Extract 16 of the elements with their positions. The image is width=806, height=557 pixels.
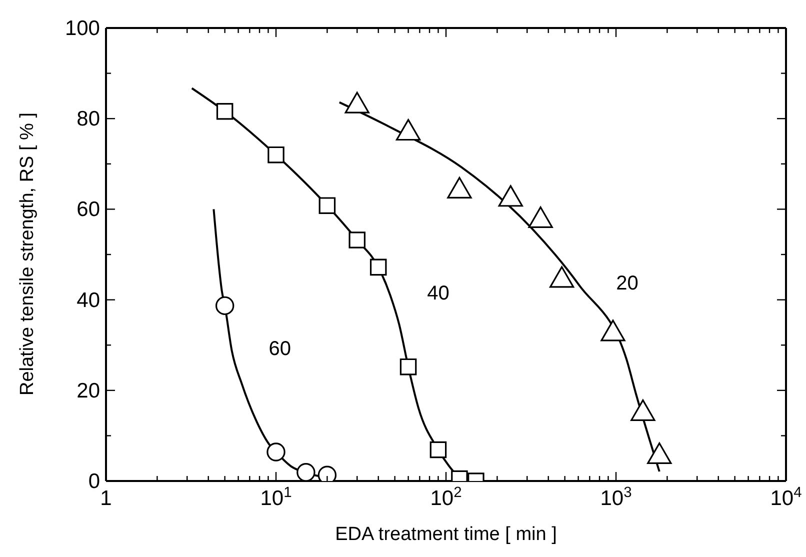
- x-tick-label: 10$^{4}$: [770, 485, 802, 510]
- x-tick-label: 1: [100, 487, 112, 510]
- y-axis-title: Relative tensile strength, RS [ % ]: [17, 112, 39, 398]
- series-label: 60: [268, 338, 291, 360]
- x-tick-label: 10$^{3}$: [600, 485, 632, 510]
- y-tick-label: 100: [64, 17, 100, 40]
- series-label: 40: [427, 282, 450, 304]
- y-tick-label: 20: [76, 379, 100, 402]
- x-tick-label: 10$^{1}$: [260, 485, 292, 510]
- series-label: 20: [616, 272, 638, 294]
- x-tick-label: 10$^{2}$: [430, 485, 462, 510]
- x-axis-title: EDA treatment time [ min ]: [334, 524, 558, 546]
- y-tick-label: 0: [88, 470, 100, 493]
- y-tick-label: 80: [76, 108, 100, 131]
- y-tick-label: 60: [76, 198, 100, 222]
- y-tick-label: 40: [76, 288, 100, 312]
